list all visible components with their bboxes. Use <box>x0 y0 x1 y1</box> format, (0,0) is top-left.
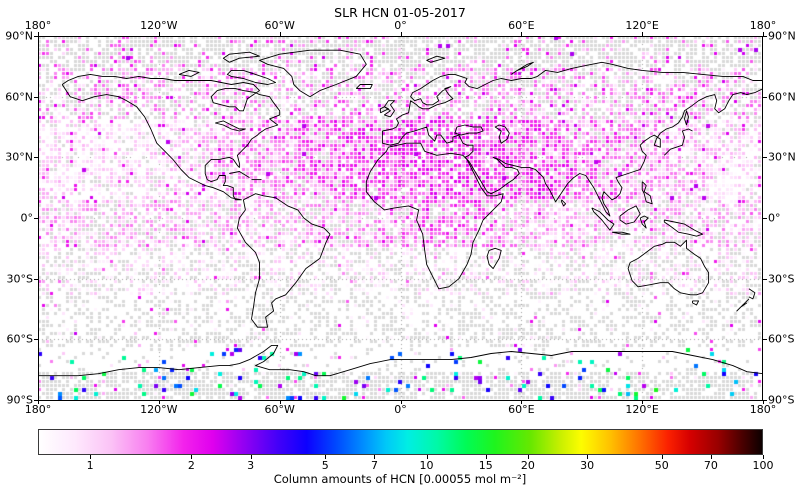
colorbar-tick-mark <box>763 455 764 459</box>
x-tick-label-bottom: 180° <box>749 403 777 416</box>
x-tick-label-top: 180° <box>749 19 777 32</box>
x-tick-label-bottom: 0° <box>394 403 407 416</box>
colorbar-gradient <box>38 429 763 455</box>
colorbar-label: Column amounts of HCN [0.00055 mol m⁻²] <box>273 472 527 486</box>
colorbar-tick-label: 10 <box>419 459 434 472</box>
x-tick-label-top: 60°E <box>508 19 535 32</box>
colorbar-tick-label: 7 <box>370 459 378 472</box>
colorbar-tick-label: 2 <box>187 459 195 472</box>
colorbar-tick-label: 100 <box>752 459 774 472</box>
colorbar-tick-label: 15 <box>478 459 493 472</box>
colorbar-tick-label: 70 <box>703 459 718 472</box>
colorbar-tick-label: 3 <box>247 459 255 472</box>
x-tick-label-bottom: 60°W <box>264 403 295 416</box>
colorbar-tick-mark <box>426 455 428 459</box>
y-tick-label-left: 90°S <box>6 393 33 407</box>
x-tick-label-top: 0° <box>394 19 407 32</box>
colorbar-tick-mark <box>90 455 92 459</box>
colorbar-tick-mark <box>191 455 193 459</box>
colorbar-tick-mark <box>250 455 252 459</box>
colorbar-tick-mark <box>527 455 529 459</box>
y-tick-label-right: 60°N <box>768 90 796 104</box>
colorbar-tick-mark <box>710 455 712 459</box>
x-tick-label-bottom: 180° <box>24 403 52 416</box>
x-tick-label-top: 120°E <box>625 19 659 32</box>
x-tick-label-top: 60°W <box>264 19 295 32</box>
map-dot-grid-canvas <box>38 36 763 400</box>
colorbar-tick-mark <box>325 455 327 459</box>
colorbar-tick-label: 5 <box>321 459 329 472</box>
x-tick-label-bottom: 120°E <box>625 403 659 416</box>
colorbar-tick-label: 30 <box>580 459 595 472</box>
x-tick-label-bottom: 60°E <box>508 403 535 416</box>
y-tick-label-right: 90°N <box>768 29 796 43</box>
x-tick-label-bottom: 120°W <box>140 403 178 416</box>
chart-title: SLR HCN 01-05-2017 <box>334 5 466 20</box>
colorbar-tick-label: 1 <box>86 459 94 472</box>
y-tick-label-right: 30°S <box>768 272 795 286</box>
colorbar-tick-mark <box>374 455 376 459</box>
x-tick-label-top: 180° <box>24 19 52 32</box>
y-tick-label-right: 30°N <box>768 150 796 164</box>
y-tick-label-right: 60°S <box>768 332 795 346</box>
y-tick-label-left: 60°N <box>5 90 33 104</box>
colorbar-tick-mark <box>485 455 487 459</box>
y-tick-label-left: 0° <box>20 211 34 225</box>
y-tick-label-left: 30°N <box>5 150 33 164</box>
colorbar-tick-mark <box>661 455 663 459</box>
x-tick-label-top: 120°W <box>140 19 178 32</box>
colorbar-tick-label: 50 <box>654 459 669 472</box>
y-tick-label-left: 30°S <box>6 272 33 286</box>
y-tick-label-right: 90°S <box>768 393 795 407</box>
colorbar-tick-mark <box>587 455 589 459</box>
y-tick-label-left: 60°S <box>6 332 33 346</box>
y-tick-label-left: 90°N <box>5 29 33 43</box>
colorbar-tick-label: 20 <box>520 459 535 472</box>
y-tick-label-right: 0° <box>768 211 781 225</box>
